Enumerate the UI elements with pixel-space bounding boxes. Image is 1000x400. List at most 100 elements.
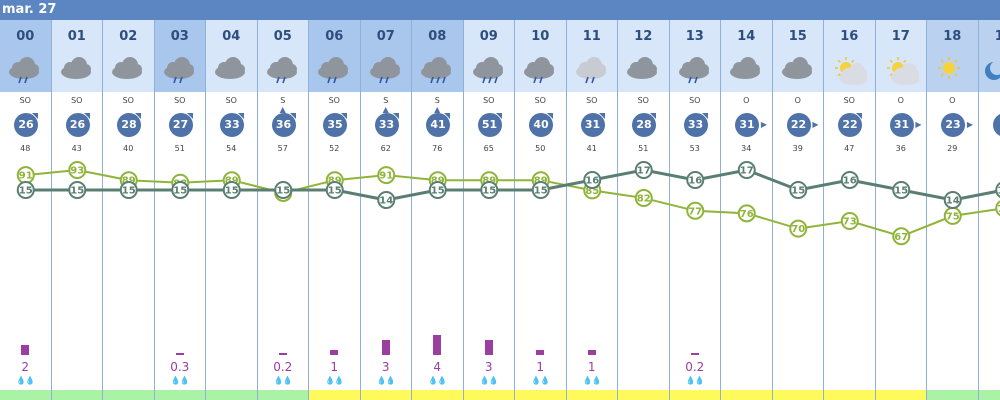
hour-label: 05 — [273, 29, 292, 44]
raindrops-icon: 💧💧 — [273, 376, 293, 385]
temperature-point: 15 — [274, 181, 293, 199]
temperature-point: 15 — [222, 181, 241, 199]
wind-arrow-up-icon: ▲ — [434, 105, 441, 114]
wind-speed-badge: 22 ▶ — [786, 113, 819, 137]
wind-gust-label: 53 — [689, 144, 700, 153]
temperature-value: 15 — [328, 186, 342, 197]
wind-corner-icon — [238, 113, 244, 119]
temperature-point: 16 — [840, 171, 859, 189]
hour-column-06: 06 SO 35 52 1 💧💧 — [309, 20, 361, 400]
wind-direction: O — [721, 96, 772, 105]
wind-direction-label: SO — [637, 96, 649, 105]
temperature-humidity-chart: 9193898889848991898989858277767073677578… — [16, 161, 1000, 246]
wind-corner-icon — [392, 113, 399, 119]
humidity-point: 67 — [892, 227, 911, 246]
hour-column-02: 02 SO 28 40 — [103, 20, 155, 400]
wind-arrow-right-icon: ▶ — [760, 120, 767, 129]
precipitation-label: 0.2 — [685, 360, 705, 374]
hour-header-band — [51, 20, 102, 92]
wind-direction-label: SO — [19, 96, 31, 105]
precipitation-label: 3 — [484, 360, 493, 374]
raindrops-icon: 💧💧 — [479, 376, 499, 385]
wind-direction-label: SO — [225, 96, 237, 105]
hour-column-09: 09 SO 51 65 3 💧💧 — [463, 20, 515, 400]
temperature-point: 16 — [686, 171, 705, 189]
hour-label: 00 — [16, 29, 35, 44]
wind-direction: O — [876, 96, 927, 105]
wind-speed-badge: 33 — [374, 113, 399, 137]
hour-label: 08 — [428, 29, 447, 44]
temperature-point: 14 — [943, 191, 962, 209]
condition-strip — [309, 390, 360, 400]
temperature-value: 16 — [843, 176, 857, 187]
wind-speed-badge: 41 — [426, 113, 450, 137]
hour-column-14: 14 O 31 ▶ 34 — [721, 20, 773, 400]
humidity-point: 77 — [686, 201, 705, 220]
hour-header-band — [618, 20, 669, 92]
condition-strip — [463, 390, 514, 400]
hour-column-18: 18 O 23 ▶ 29 — [927, 20, 979, 400]
humidity-point: 76 — [737, 204, 756, 223]
precipitation-bar — [175, 353, 184, 355]
hour-label: 17 — [891, 29, 910, 44]
temperature-value: 15 — [225, 186, 239, 197]
wind-direction-label: SO — [534, 96, 546, 105]
hour-label: 16 — [840, 29, 859, 44]
precipitation-bar — [278, 353, 287, 355]
condition-strip — [206, 390, 257, 400]
cloud-icon — [778, 56, 816, 86]
wind-direction: SO — [206, 96, 257, 105]
wind-arrow-up-icon: ▲ — [279, 105, 286, 114]
hour-header-band — [721, 20, 772, 92]
wind-direction-label: SO — [586, 96, 598, 105]
precipitation-label: 0.2 — [273, 360, 293, 374]
wind-corner-icon — [186, 113, 193, 119]
precipitation-bar — [433, 335, 441, 355]
temperature-value: 15 — [431, 186, 445, 197]
hour-column-07: 07 S ▲ 33 62 3 💧💧 — [360, 20, 412, 400]
wind-direction-label: O — [897, 96, 904, 105]
cloud-icon — [726, 56, 764, 86]
wind-gust-label: 34 — [741, 144, 752, 153]
humidity-value: 85 — [585, 186, 599, 197]
cloud-rain-icon — [263, 56, 301, 86]
temperature-point: 15 — [171, 181, 190, 199]
humidity-point: 73 — [840, 212, 859, 230]
humidity-value: 93 — [70, 166, 84, 177]
wind-direction-label: SO — [843, 96, 855, 105]
precipitation-bar — [587, 350, 596, 355]
humidity-value: 91 — [19, 171, 33, 182]
temperature-point: 15 — [119, 181, 138, 199]
cloud-heavy-rain-icon — [469, 56, 507, 86]
temperature-value: 16 — [688, 176, 702, 187]
hour-label: 01 — [67, 29, 86, 44]
humidity-value: 67 — [894, 232, 908, 243]
wind-corner-icon — [547, 113, 553, 119]
humidity-value: 77 — [688, 206, 702, 217]
hour-label: 14 — [737, 29, 756, 44]
hour-label: 02 — [119, 29, 138, 44]
humidity-value: 73 — [843, 217, 857, 228]
wind-direction-label: S — [280, 96, 286, 105]
temperature-point: 15 — [325, 181, 344, 199]
temperature-point: 15 — [480, 181, 499, 199]
wind-arrow-right-icon: ▶ — [812, 120, 819, 129]
wind-direction: O — [773, 96, 824, 105]
temperature-value: 15 — [70, 186, 84, 197]
wind-direction: SO — [0, 96, 51, 105]
wind-direction: SO — [155, 96, 206, 105]
temperature-value: 15 — [482, 186, 496, 197]
temperature-point: 15 — [428, 181, 447, 199]
hour-column-10: 10 SO 40 50 1 💧💧 — [515, 20, 567, 400]
hour-label: 07 — [376, 29, 395, 44]
wind-speed-badge: 26 — [14, 113, 38, 137]
wind-corner-icon — [83, 113, 90, 119]
wind-corner-icon — [650, 113, 656, 119]
cloud-icon — [623, 56, 661, 86]
hour-header-band — [206, 20, 257, 92]
temperature-value: 15 — [534, 186, 548, 197]
temperature-point: 17 — [737, 161, 756, 179]
wind-speed-badge: 31 ▶ — [889, 113, 922, 137]
wind-gust-label: 51 — [638, 144, 649, 153]
precipitation-bar — [381, 340, 390, 355]
